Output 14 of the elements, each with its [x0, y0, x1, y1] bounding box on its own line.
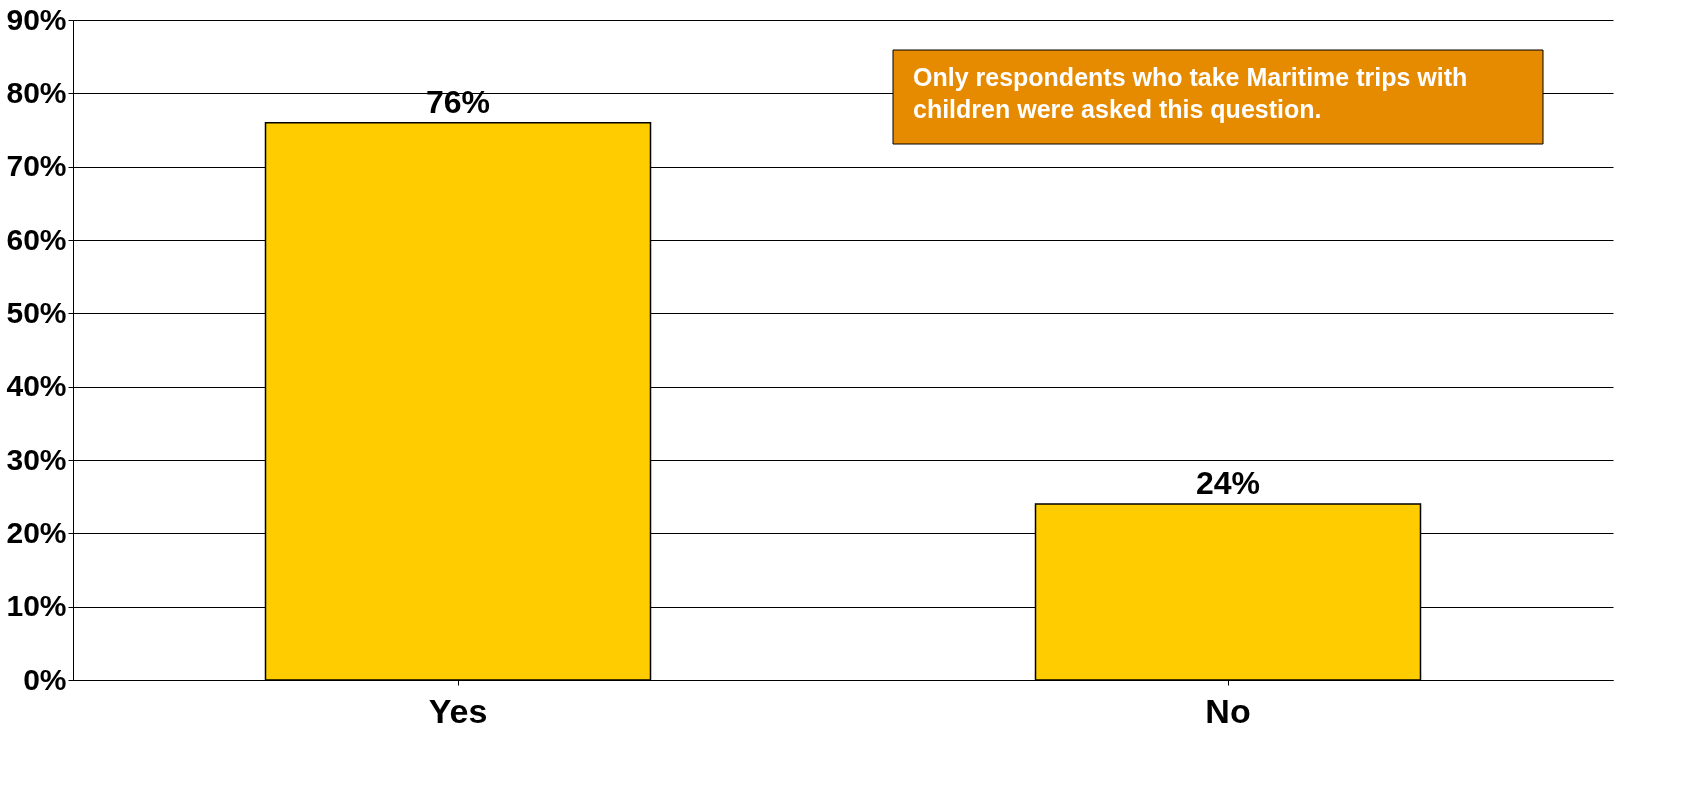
y-tick-label: 30% [6, 442, 67, 476]
y-tick-label: 10% [6, 589, 67, 623]
x-tick-label: No [1205, 691, 1251, 730]
y-tick-label: 70% [6, 149, 67, 183]
data-label: 24% [1195, 465, 1261, 501]
annotation: Only respondents who take Maritime trips with children were asked this question. [913, 63, 1468, 123]
y-tick-label: 90% [6, 2, 67, 36]
y-tick-label: 0% [23, 662, 67, 696]
y-tick-label: 50% [6, 295, 67, 329]
x-tick-label: Yes [428, 691, 488, 730]
y-tick-label: 20% [6, 515, 67, 549]
y-tick-label: 40% [6, 369, 67, 403]
y-tick-label: 60% [6, 222, 67, 256]
y-tick-label: 80% [6, 75, 67, 109]
